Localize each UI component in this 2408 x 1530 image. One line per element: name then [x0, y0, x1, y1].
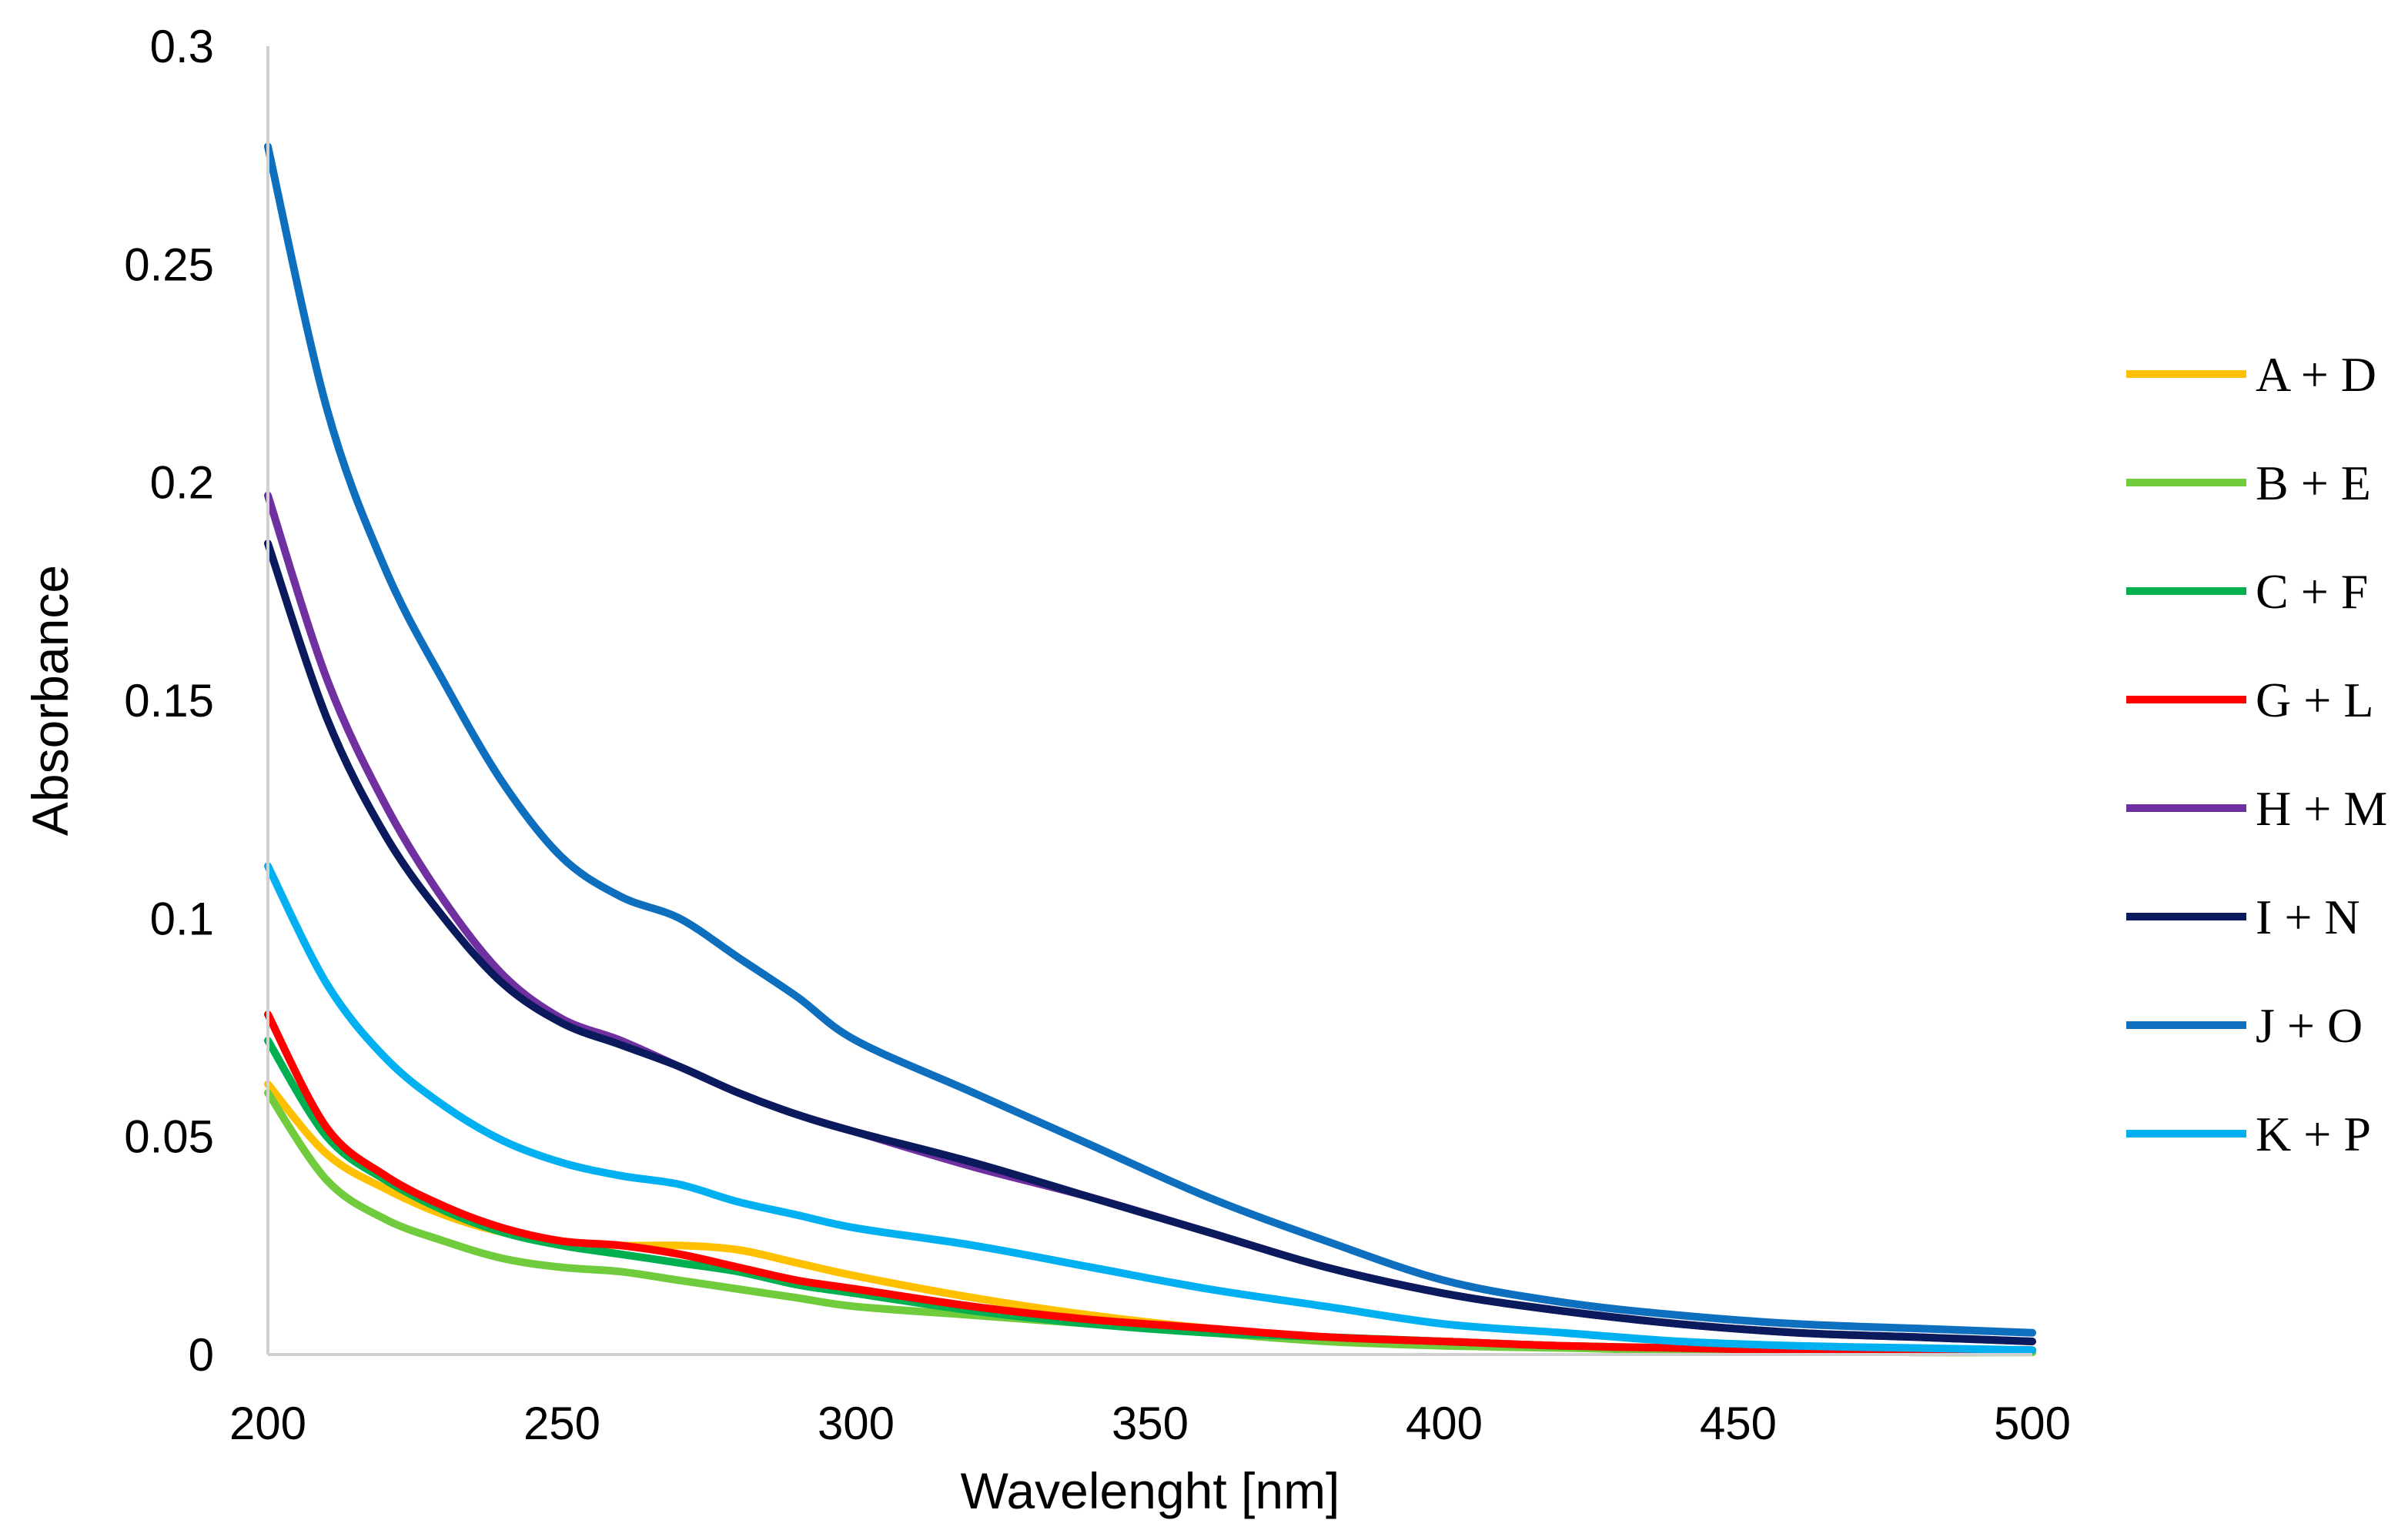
legend-label: C + F	[2256, 564, 2368, 619]
legend-label: A + D	[2256, 347, 2376, 402]
series-layer	[264, 142, 2036, 1357]
plot-area	[264, 46, 2036, 1357]
legend-label: I + N	[2256, 890, 2360, 944]
legend-item-g-l: G + L	[2126, 673, 2373, 727]
x-tick-label: 250	[523, 1398, 600, 1449]
series-line-i-n	[264, 540, 2036, 1345]
series-line-j-o	[264, 142, 2036, 1337]
legend-label: G + L	[2256, 673, 2373, 727]
series-line-b-e	[264, 1089, 2036, 1357]
y-tick-label: 0.3	[150, 21, 214, 72]
legend-label: J + O	[2256, 998, 2363, 1053]
legend-item-h-m: H + M	[2126, 781, 2387, 836]
y-tick-label: 0.25	[124, 239, 214, 290]
legend-item-k-p: K + P	[2126, 1107, 2371, 1161]
x-tick-label: 500	[1994, 1398, 2071, 1449]
x-axis-title: Wavelenght [nm]	[961, 1462, 1340, 1519]
x-tick-label: 200	[229, 1398, 306, 1449]
series-line-c-f	[264, 1037, 2036, 1355]
y-tick-label: 0.15	[124, 675, 214, 727]
y-tick-label: 0	[189, 1329, 214, 1381]
x-axis-ticks: 200 250 300 350 400 450 500	[229, 1398, 2071, 1449]
x-tick-label: 300	[818, 1398, 895, 1449]
series-line-g-l	[264, 1011, 2036, 1355]
y-axis-title: Absorbance	[22, 565, 79, 836]
legend: A + D B + E C + F G + L H + M I + N J + O K + P	[2126, 347, 2387, 1161]
x-tick-label: 450	[1700, 1398, 1777, 1449]
legend-label: H + M	[2256, 781, 2387, 836]
legend-item-j-o: J + O	[2126, 998, 2363, 1053]
legend-item-a-d: A + D	[2126, 347, 2376, 402]
legend-item-c-f: C + F	[2126, 564, 2368, 619]
series-line-k-p	[264, 862, 2036, 1355]
y-axis-ticks: 0 0.05 0.1 0.15 0.2 0.25 0.3	[124, 21, 214, 1381]
y-tick-label: 0.2	[150, 457, 214, 509]
legend-item-b-e: B + E	[2126, 456, 2371, 510]
legend-item-i-n: I + N	[2126, 890, 2360, 944]
x-tick-label: 350	[1112, 1398, 1189, 1449]
y-tick-label: 0.05	[124, 1111, 214, 1163]
x-tick-label: 400	[1406, 1398, 1483, 1449]
legend-label: K + P	[2256, 1107, 2371, 1161]
y-tick-label: 0.1	[150, 893, 214, 944]
legend-label: B + E	[2256, 456, 2371, 510]
